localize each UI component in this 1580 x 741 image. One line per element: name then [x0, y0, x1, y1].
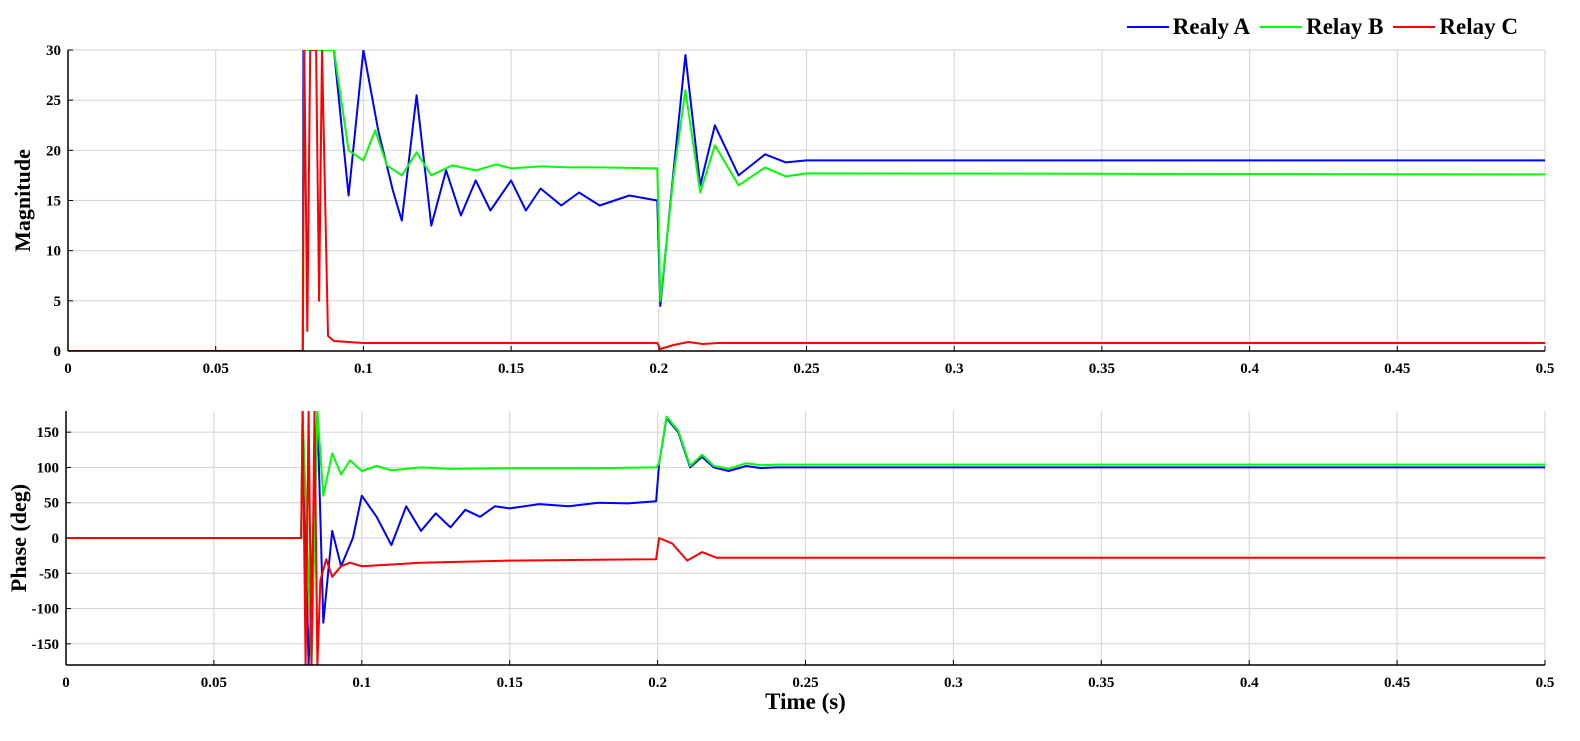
x-tick-label: 0.1 — [354, 361, 373, 377]
legend: Realy A Relay B Relay C — [1126, 14, 1518, 40]
x-tick-label: 0.4 — [1240, 675, 1259, 691]
y-axis-label: Phase (deg) — [6, 484, 31, 592]
series-line-relay-a — [66, 411, 1545, 665]
y-tick-label: 0 — [52, 531, 60, 547]
x-tick-label: 0.3 — [944, 675, 963, 691]
series-line-relay-b — [68, 50, 1545, 351]
y-tick-label: 15 — [46, 194, 61, 210]
y-tick-label: 150 — [37, 425, 60, 441]
plot-1: 0 0.05 0.1 0.15 0.2 0.25 0.3 0.35 0.4 0.45 0.5 0 5 10… — [10, 43, 1554, 377]
series-line-relay-c — [68, 50, 1545, 351]
y-tick-label: 30 — [46, 43, 61, 59]
y-axis-label: Magnitude — [10, 149, 35, 252]
y-tick-label: -50 — [39, 566, 59, 582]
series-line-relay-b — [66, 411, 1545, 665]
legend-label-relay-c: Relay C — [1439, 14, 1518, 39]
y-tick-label: 100 — [37, 460, 60, 476]
x-tick-label: 0.15 — [497, 675, 523, 691]
y-tick-label: -150 — [32, 637, 60, 653]
plot-2: 0 0.05 0.1 0.15 0.2 0.25 0.3 0.35 0.4 0.45 0.5 -150… — [6, 411, 1554, 714]
x-tick-label: 0.2 — [648, 675, 667, 691]
x-tick-label: 0.15 — [498, 361, 524, 377]
series-line-relay-a — [68, 50, 1545, 351]
x-tick-label: 0.5 — [1536, 675, 1555, 691]
x-axis-label: Time (s) — [765, 689, 846, 714]
x-tick-label: 0.45 — [1384, 675, 1410, 691]
y-tick-label: 20 — [46, 143, 61, 159]
y-tick-label: 50 — [44, 496, 59, 512]
legend-swatch-relay-c — [1393, 26, 1436, 28]
x-tick-label: 0.3 — [945, 361, 964, 377]
x-tick-label: 0.35 — [1088, 675, 1114, 691]
x-tick-label: 0.4 — [1240, 361, 1259, 377]
series-line-relay-c — [66, 411, 1545, 665]
x-tick-label: 0.45 — [1384, 361, 1410, 377]
x-tick-label: 0.1 — [352, 675, 371, 691]
legend-label-relay-b: Relay B — [1306, 14, 1384, 39]
legend-swatch-relay-b — [1260, 26, 1303, 28]
x-tick-label: 0.5 — [1536, 361, 1555, 377]
legend-item-relay-a: Realy A — [1126, 14, 1251, 40]
x-tick-label: 0.2 — [649, 361, 668, 377]
y-tick-label: 0 — [54, 344, 62, 360]
legend-item-relay-c: Relay C — [1393, 14, 1518, 40]
x-tick-label: 0.05 — [201, 675, 227, 691]
x-tick-label: 0 — [64, 361, 72, 377]
x-tick-label: 0.05 — [203, 361, 229, 377]
y-tick-label: 25 — [46, 93, 61, 109]
x-tick-label: 0.25 — [793, 361, 819, 377]
legend-swatch-relay-a — [1126, 26, 1169, 28]
y-tick-label: 10 — [46, 244, 61, 260]
y-tick-label: -100 — [32, 602, 60, 618]
x-tick-label: 0 — [62, 675, 70, 691]
legend-label-relay-a: Realy A — [1172, 14, 1251, 39]
legend-item-relay-b: Relay B — [1260, 14, 1383, 40]
x-tick-label: 0.25 — [792, 675, 818, 691]
y-tick-label: 5 — [54, 294, 62, 310]
x-tick-label: 0.35 — [1089, 361, 1115, 377]
